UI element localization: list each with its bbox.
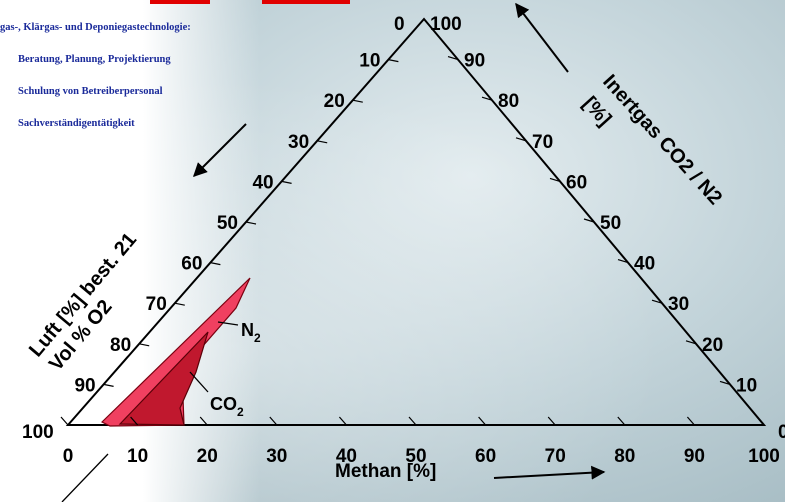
pointer-line: [61, 453, 109, 502]
tick-label-bottom-80: 80: [614, 446, 635, 467]
tick-label-right-70: 70: [532, 132, 553, 153]
service-item-2: Schulung von Betreiberpersonal: [18, 86, 163, 97]
arrow-inertgas: [515, 2, 569, 73]
tick-label-left-90: 90: [74, 375, 95, 396]
tick-label-left-60: 60: [181, 254, 202, 275]
tick-bottom-80: [617, 416, 626, 426]
co2-label: CO2: [210, 394, 244, 419]
tick-label-bottom-70: 70: [545, 446, 566, 467]
axis-label-methan: Methan [%]: [335, 461, 436, 482]
tick-bottom-90: [686, 416, 695, 426]
tick-left-70: [174, 302, 185, 306]
tick-left-50: [245, 221, 257, 225]
tick-right-80: [481, 96, 493, 101]
service-item-3: Sachverständigentätigkeit: [18, 118, 135, 129]
tick-label-left-70: 70: [146, 294, 167, 315]
axis-label-inertgas-unit: [%]: [578, 93, 615, 131]
corner-label-top-left: 0: [394, 14, 405, 35]
tick-bottom-10: [130, 416, 139, 426]
tick-label-bottom-30: 30: [266, 446, 287, 467]
tick-label-right-10: 10: [736, 375, 757, 396]
tick-left-40: [281, 180, 292, 184]
arrow-luft: [193, 123, 247, 177]
tick-bottom-70: [547, 416, 556, 426]
tick-right-10: [719, 380, 731, 385]
tick-label-left-20: 20: [324, 91, 345, 112]
tick-left-10: [388, 59, 399, 63]
tick-label-right-40: 40: [634, 254, 655, 275]
tick-label-bottom-100: 100: [748, 446, 780, 467]
tick-label-right-50: 50: [600, 213, 621, 234]
tick-bottom-50: [408, 416, 417, 426]
tick-right-40: [617, 259, 629, 264]
region-co2: [118, 331, 209, 426]
corner-label-bottom-left: 100: [22, 422, 54, 443]
tick-label-left-50: 50: [217, 213, 238, 234]
tick-label-bottom-10: 10: [127, 446, 148, 467]
tick-left-20: [352, 99, 363, 103]
arrow-methan: [493, 465, 606, 480]
tick-label-bottom-0: 0: [63, 446, 74, 467]
tick-label-bottom-20: 20: [197, 446, 218, 467]
top-bar: [0, 0, 360, 10]
tick-bottom-20: [199, 416, 208, 426]
tick-bottom-30: [269, 416, 278, 426]
top-link-1[interactable]: [150, 0, 210, 4]
n2-label: N2: [241, 320, 261, 345]
top-link-2[interactable]: [262, 0, 350, 4]
tick-bottom-40: [338, 416, 347, 426]
tick-right-50: [583, 218, 595, 223]
tick-left-60: [210, 262, 221, 266]
tick-left-30: [317, 140, 328, 144]
tick-label-bottom-90: 90: [684, 446, 705, 467]
tick-label-right-90: 90: [464, 51, 485, 72]
tick-bottom-100: [756, 416, 765, 426]
services-heading: gas-, Klärgas- und Deponiegastechnologie…: [0, 22, 191, 33]
tick-label-right-80: 80: [498, 91, 519, 112]
tick-label-right-60: 60: [566, 172, 587, 193]
tick-right-70: [515, 137, 527, 142]
tick-label-left-80: 80: [110, 335, 131, 356]
tick-label-left-40: 40: [252, 172, 273, 193]
tick-label-bottom-50: 50: [405, 446, 426, 467]
tick-label-right-20: 20: [702, 335, 723, 356]
tick-right-90: [447, 56, 459, 61]
tick-bottom-60: [478, 416, 487, 426]
axis-label-inertgas: Inertgas CO2 / N2: [598, 71, 726, 210]
corner-label-top-right: 100: [430, 14, 462, 35]
tick-left-90: [103, 383, 114, 387]
tick-label-bottom-60: 60: [475, 446, 496, 467]
right-tick-labels: 90 80 70 60 50 40 30 20 10: [464, 51, 757, 397]
left-tick-labels: 90 80 70 60 50 40 30 20 10: [74, 51, 380, 397]
bottom-tick-labels: 0 10 20 30 40 50 60 70 80 90 100: [63, 446, 780, 467]
tick-label-left-10: 10: [359, 51, 380, 72]
tick-right-20: [685, 340, 697, 345]
tick-label-bottom-40: 40: [336, 446, 357, 467]
service-item-1: Beratung, Planung, Projektierung: [18, 54, 171, 65]
tick-label-left-30: 30: [288, 132, 309, 153]
n2-pointer: [217, 321, 239, 326]
tick-label-right-30: 30: [668, 294, 689, 315]
corner-label-right-edge: 0: [778, 422, 785, 443]
tick-left-80: [139, 343, 150, 347]
tick-right-30: [651, 299, 663, 304]
tick-marks: [60, 56, 765, 426]
tick-bottom-0: [60, 416, 69, 426]
co2-pointer: [189, 371, 209, 393]
tick-right-60: [549, 177, 561, 182]
